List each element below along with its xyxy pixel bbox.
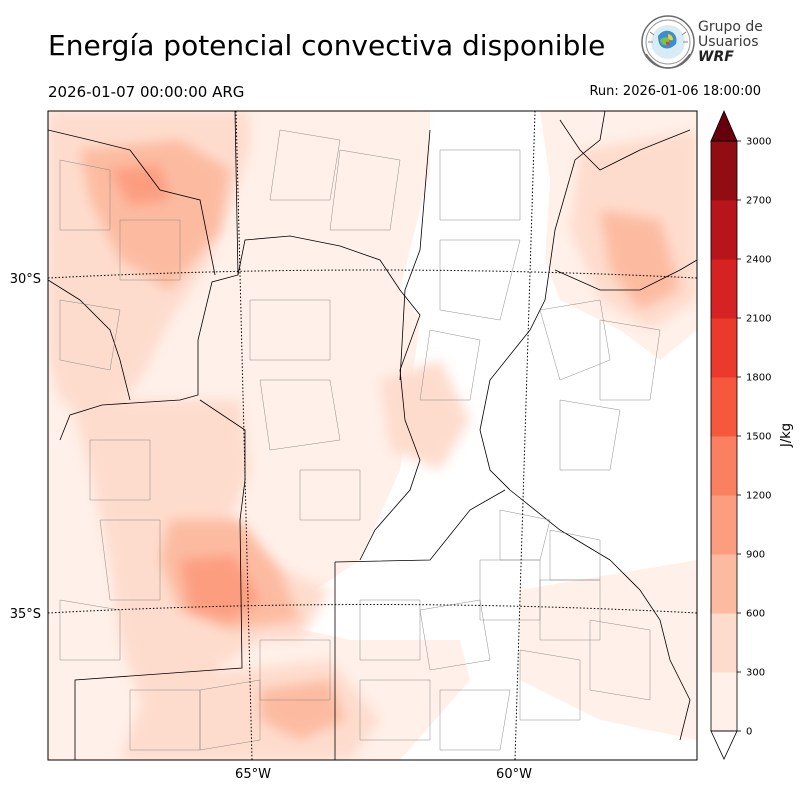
- logo-line-3: WRF: [698, 49, 734, 65]
- dept-entrerios: [539, 299, 661, 471]
- colorbar-tick-label: 2100: [746, 314, 771, 325]
- lon-label-60w: 60°W: [496, 767, 532, 782]
- border-corrientes: [554, 259, 697, 291]
- colorbar-over-arrow: [710, 109, 738, 142]
- wrf-group-logo: Grupo de Usuarios WRF: [640, 14, 770, 74]
- colorbar-segment: [711, 436, 737, 496]
- border-cordoba-santiago: [237, 235, 421, 561]
- colorbar-segment: [711, 141, 737, 201]
- colorbar-tick-label: 1500: [746, 432, 771, 443]
- colorbar-segment: [711, 495, 737, 555]
- colorbar-tick-label: 300: [746, 668, 765, 679]
- colorbar-segment: [711, 259, 737, 319]
- colorbar-segment: [711, 613, 737, 673]
- cape-band-300-600-central: [380, 360, 470, 470]
- border-buenosaires-north: [334, 489, 506, 563]
- dept-lapampa: [129, 639, 331, 751]
- dept-santafe: [419, 149, 521, 401]
- lon-label-65w: 65°W: [235, 767, 271, 782]
- logo-line-2: Usuarios: [698, 34, 759, 50]
- colorbar-tick-label: 2700: [746, 196, 771, 207]
- colorbar: 0 300 600 900 1200 1500 1800 2100 2400 2700 3000: [710, 109, 771, 760]
- globe-emblem-icon: [641, 15, 695, 69]
- lat-label-30s: 30°S: [10, 272, 41, 287]
- run-time: Run: 2026-01-06 18:00:00: [589, 84, 761, 99]
- colorbar-tick-label: 600: [746, 609, 765, 620]
- border-coast: [609, 559, 691, 741]
- colorbar-segment: [711, 554, 737, 614]
- border-santafe-entrerios: [430, 111, 611, 561]
- border-paraguay-river: [559, 119, 691, 171]
- province-borders: [48, 111, 697, 760]
- border-catamarca-tucuman: [48, 129, 216, 401]
- colorbar-segment: [711, 200, 737, 260]
- cape-band-600-900-south: [260, 680, 345, 740]
- border-sanluis-mendoza: [74, 399, 246, 760]
- dept-cordoba: [249, 299, 361, 521]
- logo-line-1: Grupo de: [698, 19, 763, 35]
- cape-band-900-1200-north: [110, 165, 170, 205]
- parallel-35s: [48, 604, 697, 614]
- colorbar-tick-label: 2400: [746, 255, 771, 266]
- colorbar-tick-label: 900: [746, 550, 765, 561]
- colorbar-unit-label: J/kg: [779, 423, 794, 448]
- dept-mendoza-sanjuan: [59, 439, 161, 661]
- dept-santiago: [269, 129, 401, 231]
- border-catamarca-larioja: [59, 111, 239, 441]
- cape-band-900-1200-core: [180, 555, 260, 620]
- cape-band-0-300-southeast: [520, 560, 697, 740]
- map-title: Energía potencial convectiva disponible: [48, 29, 606, 62]
- map-area: [48, 111, 697, 760]
- lat-label-35s: 35°S: [10, 607, 41, 622]
- graticule: [48, 111, 697, 760]
- colorbar-tick-label: 0: [746, 727, 752, 738]
- department-borders: [59, 129, 661, 751]
- cape-band-600-900-northeast: [600, 210, 680, 310]
- colorbar-tick-label: 3000: [746, 137, 771, 148]
- parallel-30s: [48, 269, 697, 279]
- colorbar-segment: [711, 377, 737, 437]
- colorbar-tick-label: 1800: [746, 373, 771, 384]
- map-frame: [47, 110, 698, 761]
- colorbar-under-arrow: [710, 730, 738, 760]
- dept-northwest: [59, 159, 181, 371]
- colorbar-segment: [711, 318, 737, 378]
- dept-buenosaires: [359, 509, 651, 751]
- valid-time: 2026-01-07 00:00:00 ARG: [48, 83, 245, 101]
- colorbar-segment: [711, 672, 737, 732]
- colorbar-tick-label: 1200: [746, 491, 771, 502]
